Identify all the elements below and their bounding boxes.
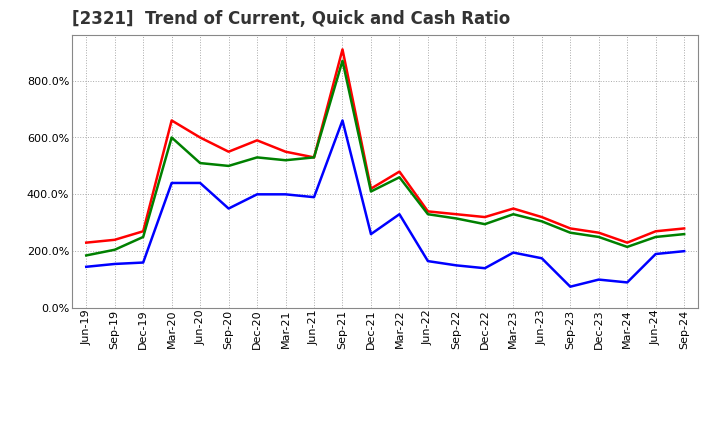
Cash Ratio bbox=[595, 277, 603, 282]
Current Ratio bbox=[509, 206, 518, 211]
Cash Ratio bbox=[423, 258, 432, 264]
Current Ratio bbox=[395, 169, 404, 174]
Current Ratio bbox=[167, 118, 176, 123]
Current Ratio bbox=[139, 229, 148, 234]
Cash Ratio bbox=[395, 212, 404, 217]
Cash Ratio bbox=[366, 231, 375, 237]
Cash Ratio bbox=[623, 280, 631, 285]
Quick Ratio bbox=[423, 212, 432, 217]
Cash Ratio bbox=[652, 251, 660, 257]
Quick Ratio bbox=[395, 175, 404, 180]
Quick Ratio bbox=[537, 219, 546, 224]
Current Ratio bbox=[537, 214, 546, 220]
Current Ratio bbox=[595, 230, 603, 235]
Current Ratio bbox=[423, 209, 432, 214]
Line: Current Ratio: Current Ratio bbox=[86, 49, 684, 242]
Cash Ratio bbox=[225, 206, 233, 211]
Cash Ratio bbox=[82, 264, 91, 269]
Cash Ratio bbox=[282, 192, 290, 197]
Cash Ratio bbox=[253, 192, 261, 197]
Cash Ratio bbox=[167, 180, 176, 186]
Quick Ratio bbox=[452, 216, 461, 221]
Current Ratio bbox=[566, 226, 575, 231]
Current Ratio bbox=[82, 240, 91, 245]
Text: [2321]  Trend of Current, Quick and Cash Ratio: [2321] Trend of Current, Quick and Cash … bbox=[72, 10, 510, 28]
Current Ratio bbox=[253, 138, 261, 143]
Cash Ratio bbox=[452, 263, 461, 268]
Current Ratio bbox=[480, 214, 489, 220]
Quick Ratio bbox=[253, 155, 261, 160]
Current Ratio bbox=[282, 149, 290, 154]
Line: Cash Ratio: Cash Ratio bbox=[86, 121, 684, 287]
Quick Ratio bbox=[167, 135, 176, 140]
Quick Ratio bbox=[509, 212, 518, 217]
Quick Ratio bbox=[196, 161, 204, 166]
Quick Ratio bbox=[566, 230, 575, 235]
Current Ratio bbox=[680, 226, 688, 231]
Current Ratio bbox=[310, 155, 318, 160]
Quick Ratio bbox=[82, 253, 91, 258]
Current Ratio bbox=[452, 212, 461, 217]
Current Ratio bbox=[110, 237, 119, 242]
Cash Ratio bbox=[509, 250, 518, 255]
Cash Ratio bbox=[110, 261, 119, 267]
Cash Ratio bbox=[480, 266, 489, 271]
Current Ratio bbox=[225, 149, 233, 154]
Line: Quick Ratio: Quick Ratio bbox=[86, 61, 684, 256]
Quick Ratio bbox=[338, 58, 347, 63]
Current Ratio bbox=[196, 135, 204, 140]
Quick Ratio bbox=[623, 244, 631, 249]
Quick Ratio bbox=[652, 235, 660, 240]
Quick Ratio bbox=[680, 231, 688, 237]
Quick Ratio bbox=[366, 189, 375, 194]
Quick Ratio bbox=[282, 158, 290, 163]
Quick Ratio bbox=[310, 155, 318, 160]
Current Ratio bbox=[338, 47, 347, 52]
Cash Ratio bbox=[139, 260, 148, 265]
Cash Ratio bbox=[310, 194, 318, 200]
Current Ratio bbox=[623, 240, 631, 245]
Cash Ratio bbox=[196, 180, 204, 186]
Current Ratio bbox=[652, 229, 660, 234]
Cash Ratio bbox=[338, 118, 347, 123]
Cash Ratio bbox=[680, 249, 688, 254]
Current Ratio bbox=[366, 186, 375, 191]
Quick Ratio bbox=[595, 235, 603, 240]
Cash Ratio bbox=[566, 284, 575, 290]
Quick Ratio bbox=[480, 221, 489, 227]
Cash Ratio bbox=[537, 256, 546, 261]
Quick Ratio bbox=[225, 163, 233, 169]
Quick Ratio bbox=[139, 235, 148, 240]
Quick Ratio bbox=[110, 247, 119, 253]
